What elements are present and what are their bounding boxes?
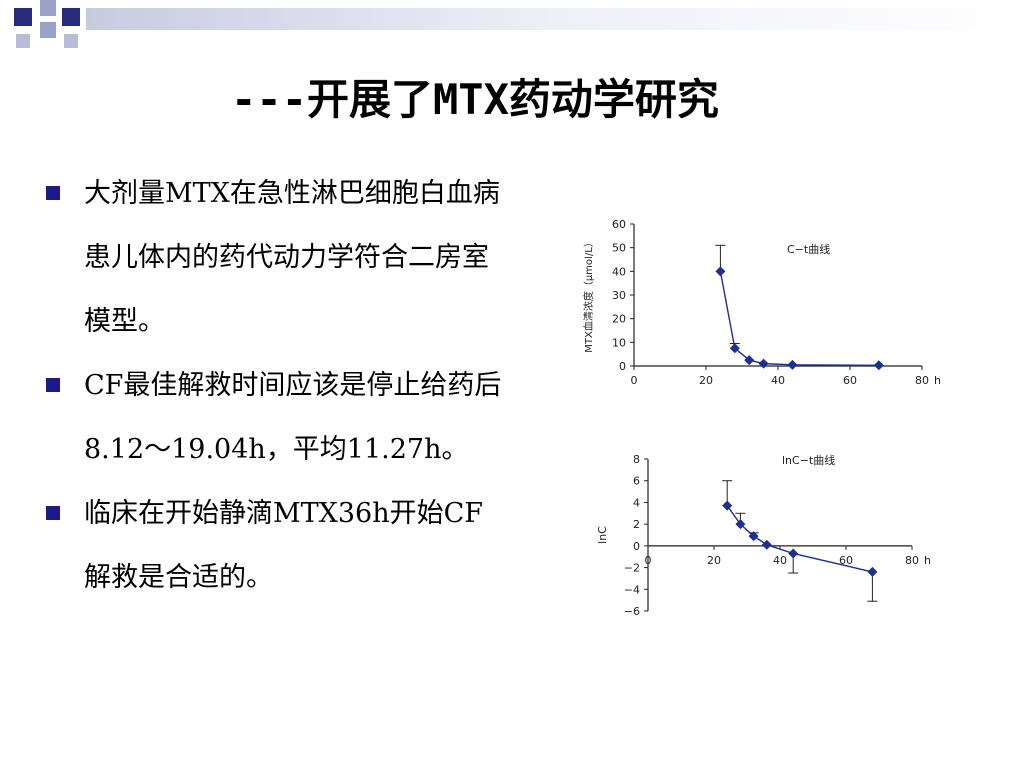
y-axis-label: MTX血清浓度（μmol/L） [582,237,595,353]
y-tick-label: −2 [624,562,640,575]
x-tick-label: 20 [699,374,713,387]
y-tick-label: 0 [633,540,640,553]
series-line [726,505,873,573]
x-tick-label: 0 [645,554,652,567]
bullet-item: CF最佳解救时间应该是停止给药后8.12～19.04h，平均11.27h。 [46,354,516,482]
bullet-text: 大剂量MTX在急性淋巴细胞白血病患儿体内的药代动力学符合二房室模型。 [84,178,500,337]
data-point [722,500,733,511]
data-point [758,358,769,369]
x-unit-label: h [934,374,941,387]
y-tick-label: 20 [612,313,626,326]
series-line [719,271,879,366]
y-tick-label: −6 [624,605,640,618]
chart-title: C−t曲线 [787,242,830,256]
x-tick-label: 80 [905,554,919,567]
data-point [873,360,884,371]
x-unit-label: h [924,554,931,567]
data-point [715,266,726,277]
y-axis-label: lnC [596,526,609,544]
x-tick-label: 40 [773,554,787,567]
x-tick-label: 80 [915,374,929,387]
bullet-marker-icon [46,186,60,200]
data-point [744,355,755,366]
slide-title: ---开展了MTX药动学研究 [231,75,719,124]
x-tick-label: 20 [707,554,721,567]
y-tick-label: 60 [612,218,626,231]
data-point [867,566,878,577]
x-tick-label: 40 [771,374,785,387]
data-point [735,519,746,530]
y-tick-label: 10 [612,336,626,349]
chart-title: lnC−t曲线 [782,453,835,467]
bullet-list: 大剂量MTX在急性淋巴细胞白血病患儿体内的药代动力学符合二房室模型。 CF最佳解… [46,162,516,610]
data-point [761,539,772,550]
bullet-item: 大剂量MTX在急性淋巴细胞白血病患儿体内的药代动力学符合二房室模型。 [46,162,516,354]
bullet-marker-icon [46,506,60,520]
x-tick-label: 0 [631,374,638,387]
y-tick-label: 0 [619,360,626,373]
bullet-item: 临床在开始静滴MTX36h开始CF解救是合适的。 [46,482,516,610]
data-point [729,343,740,354]
y-tick-label: 4 [633,496,640,509]
data-point [788,548,799,559]
y-tick-label: 30 [612,289,626,302]
y-tick-label: −4 [624,583,640,596]
bullet-text: CF最佳解救时间应该是停止给药后8.12～19.04h，平均11.27h。 [84,370,502,465]
data-point [748,531,759,542]
bullet-text: 临床在开始静滴MTX36h开始CF解救是合适的。 [84,498,484,593]
bullet-marker-icon [46,378,60,392]
y-tick-label: 8 [633,453,640,466]
concentration-time-chart: 0 10 20 30 40 50 60 0 20 40 60 80 h C−t曲线 MTX血清浓度（μmol… [582,218,941,387]
x-tick-label: 60 [839,554,853,567]
data-point [787,359,798,370]
y-tick-label: 50 [612,242,626,255]
header-decoration [14,0,1024,48]
y-tick-label: 6 [633,475,640,488]
y-tick-label: 40 [612,265,626,278]
y-tick-label: 2 [633,518,640,531]
x-tick-label: 60 [843,374,857,387]
